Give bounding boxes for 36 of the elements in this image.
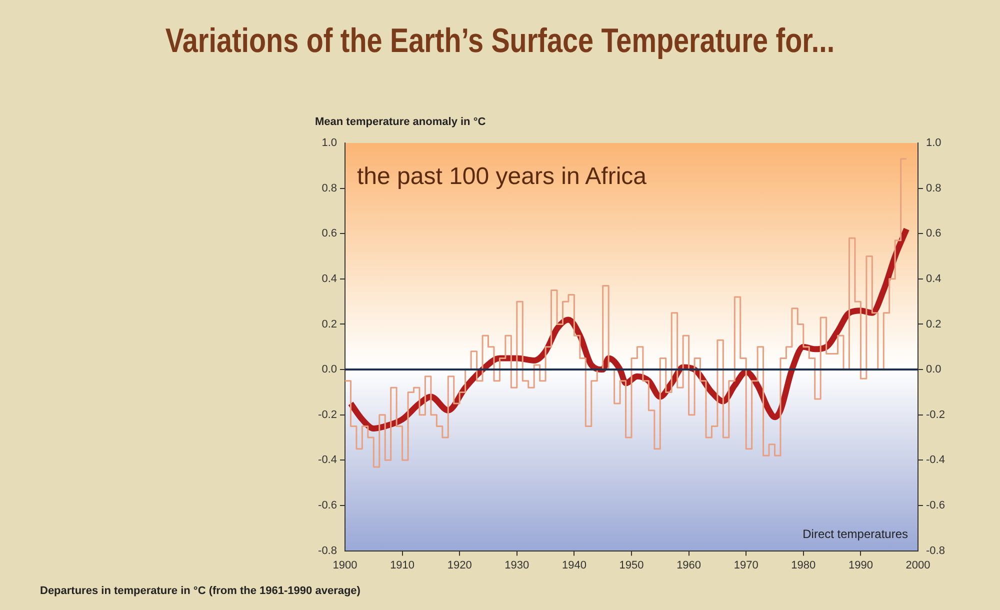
- chart-title: Variations of the Earth’s Surface Temperature for...: [164, 22, 836, 61]
- y-tick-label: 0.6: [322, 228, 337, 240]
- y-tick-label: -0.6: [318, 500, 337, 512]
- x-tick-label: 1920: [447, 559, 472, 572]
- y2-tick-label: -0.6: [926, 500, 945, 512]
- x-tick-label: 1950: [619, 559, 644, 572]
- y-tick-label: 0.2: [322, 318, 337, 330]
- y2-tick-label: 0.2: [926, 318, 942, 330]
- y2-tick-label: 0.8: [926, 182, 942, 194]
- y-axis-title: Mean temperature anomaly in °C: [315, 116, 486, 128]
- x-tick-label: 1980: [791, 559, 816, 572]
- x-tick-label: 2000: [906, 559, 930, 572]
- x-tick-label: 1970: [734, 559, 758, 572]
- y-tick-label: -0.8: [318, 544, 337, 557]
- x-tick-label: 1900: [332, 559, 358, 572]
- y2-tick-label: 0.0: [926, 364, 942, 376]
- x-tick-label: 1990: [848, 559, 873, 572]
- x-tick-label: 1930: [504, 559, 530, 572]
- y2-tick-label: 0.6: [926, 228, 942, 240]
- x-tick-label: 1940: [562, 559, 586, 572]
- y2-tick-label: -0.8: [926, 544, 945, 557]
- y-tick-label: -0.4: [318, 454, 337, 466]
- text: the past 100 years in Africa: [357, 163, 646, 191]
- y-tick-label: -0.2: [318, 408, 337, 421]
- x-tick-label: 1910: [390, 559, 415, 572]
- y-tick-label: 0.8: [322, 182, 337, 194]
- y-tick-label: 1.0: [322, 137, 337, 150]
- y2-tick-label: 0.4: [926, 272, 942, 285]
- text: Departures in temperature in °C (from the 1961-1990 average): [40, 585, 360, 597]
- y-tick-label: 0.4: [322, 272, 337, 285]
- x-tick-label: 1960: [676, 559, 702, 572]
- annotation: Direct temperatures: [802, 526, 908, 541]
- y2-tick-label: 1.0: [926, 137, 942, 150]
- y2-tick-label: -0.4: [926, 454, 945, 466]
- y2-tick-label: -0.2: [926, 408, 945, 421]
- y-tick-label: 0.0: [322, 364, 337, 376]
